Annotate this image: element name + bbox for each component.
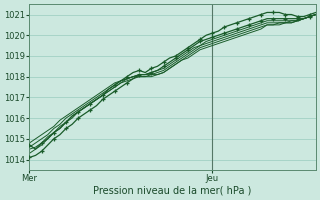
X-axis label: Pression niveau de la mer( hPa ): Pression niveau de la mer( hPa )	[93, 186, 252, 196]
